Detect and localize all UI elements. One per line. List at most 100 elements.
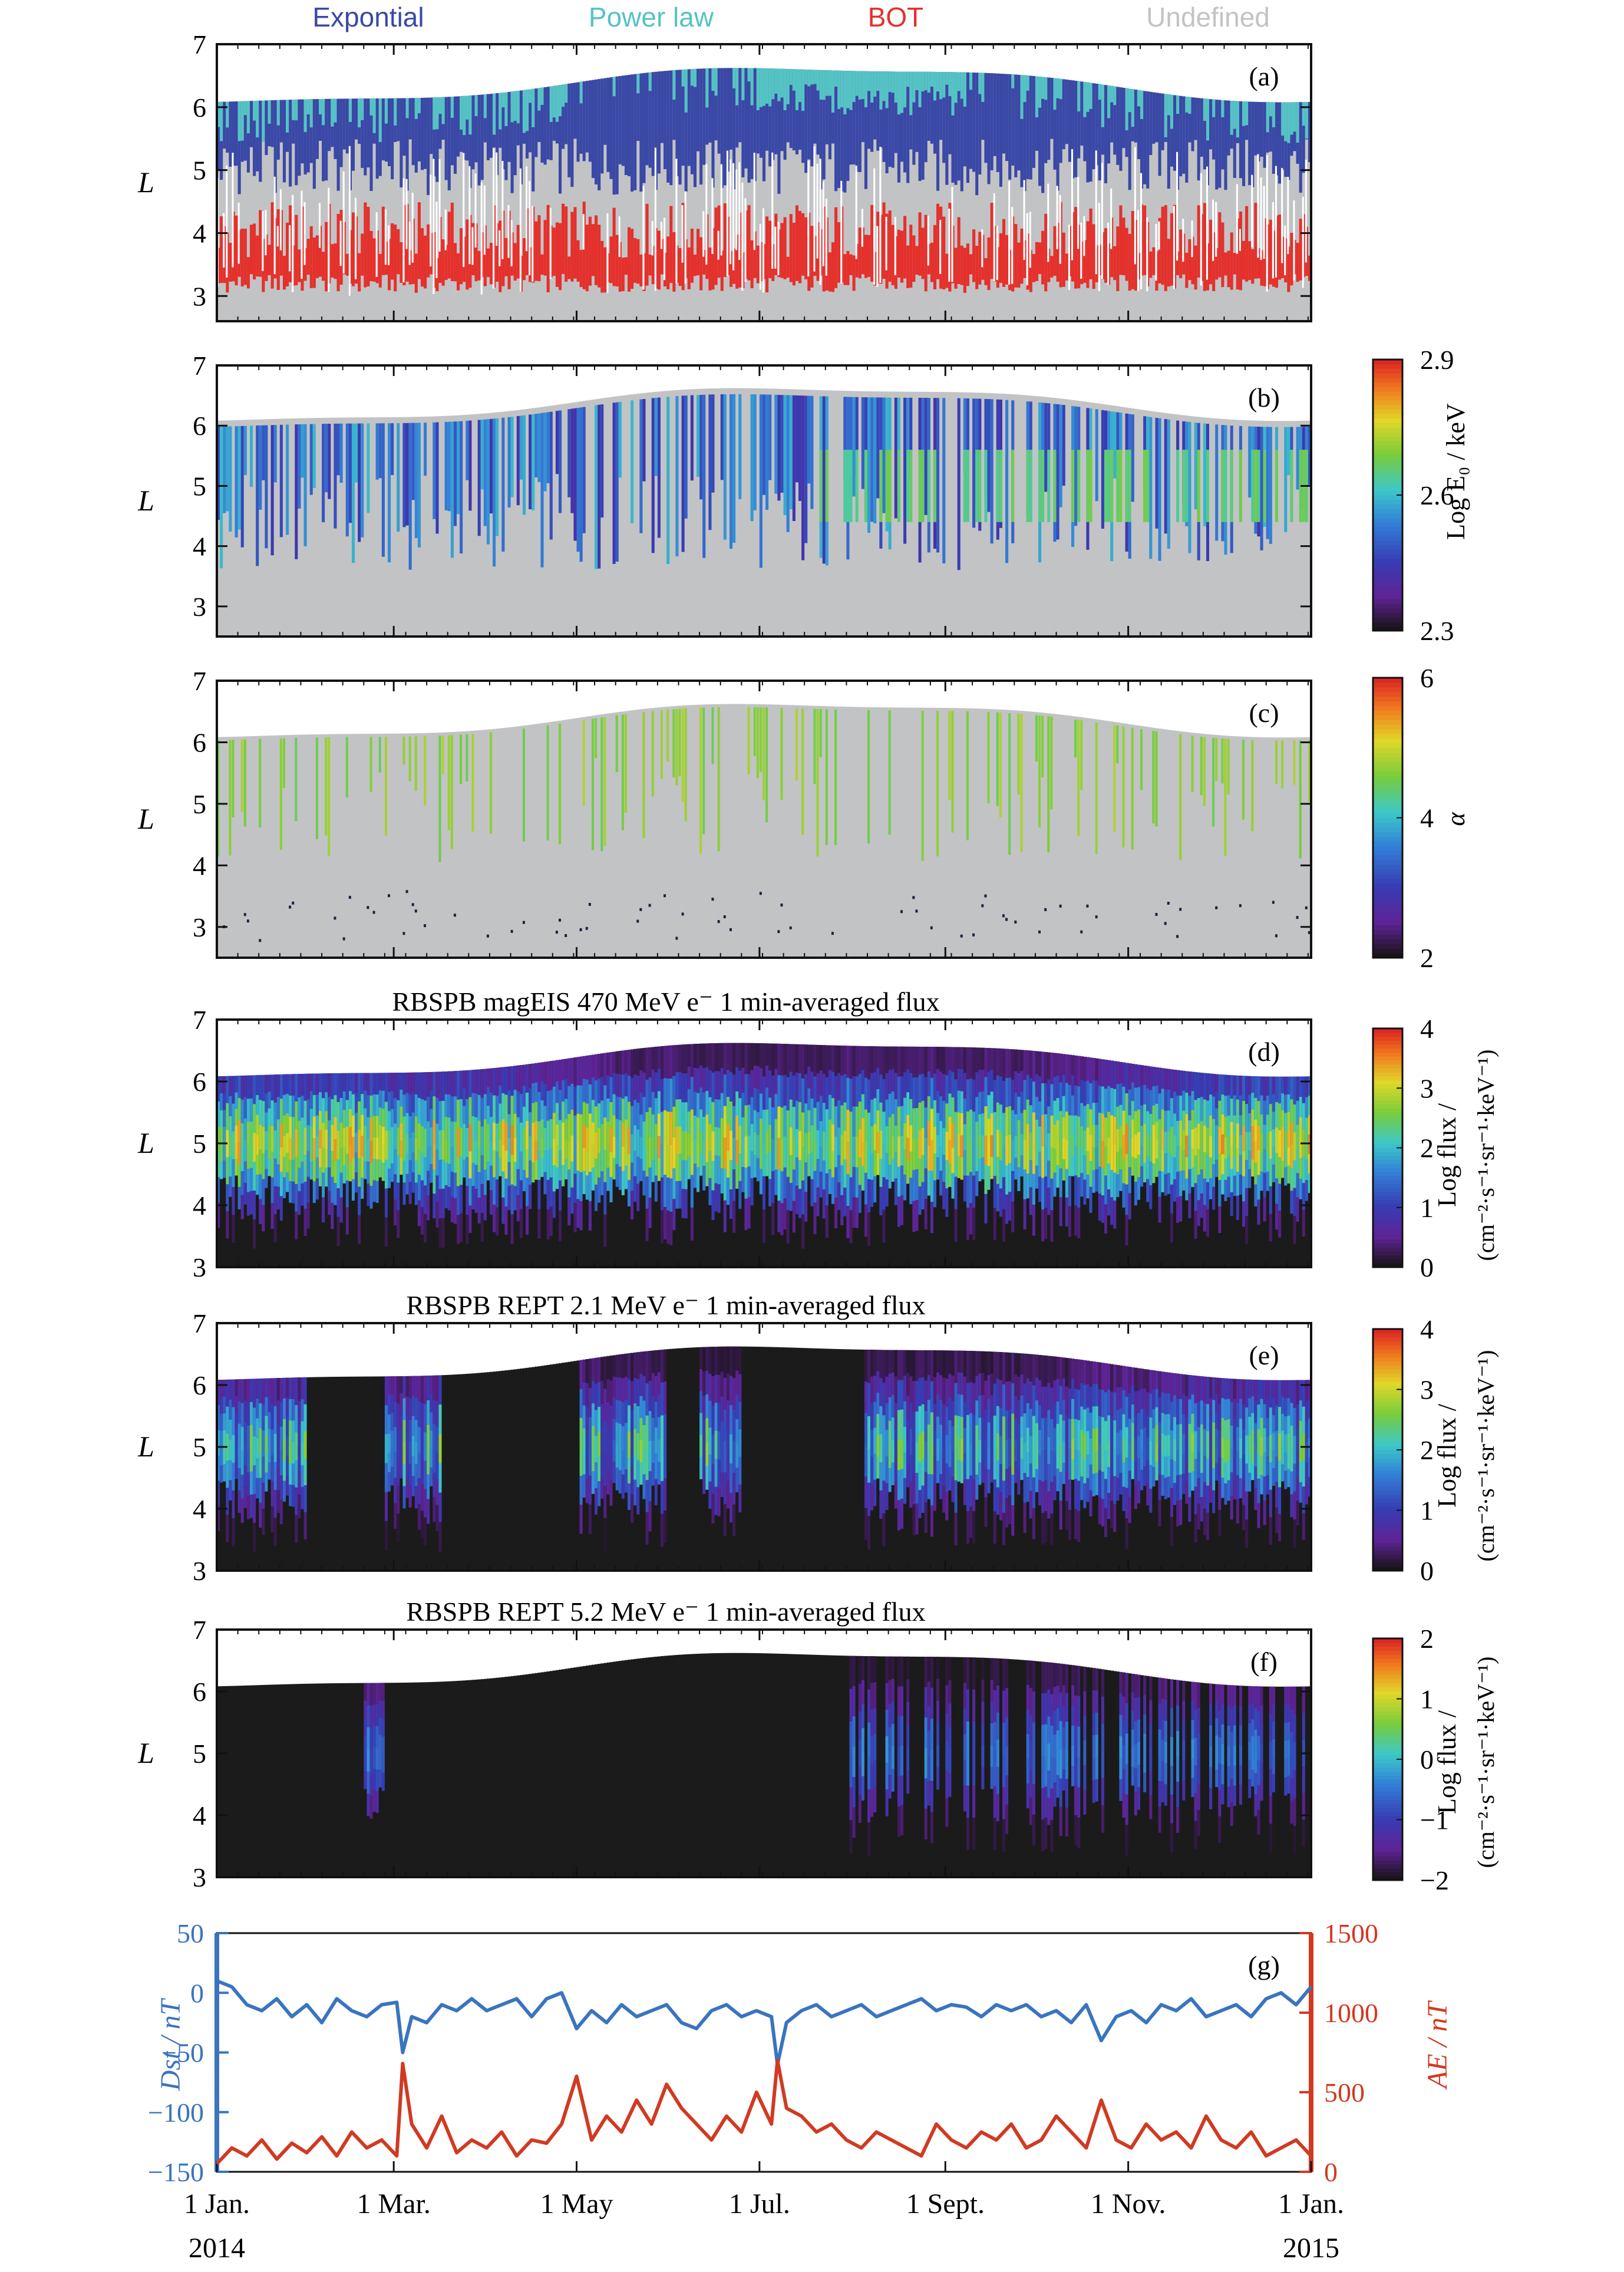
b-undefined-cell [1170,414,1174,637]
c-alpha-dot [1179,908,1182,911]
a-exp-cell [295,99,298,186]
y-tick-label-a-7: 7 [193,29,206,60]
c-alpha-cell [408,736,411,781]
a-exp-cell [573,83,577,139]
c-alpha-dot [789,926,792,929]
c-undefined-cell [984,708,988,958]
a-undefined-cell [532,88,535,321]
a-bot-cell [460,228,463,285]
d-flux-cell [384,1217,388,1247]
a-undefined-cell [1137,90,1141,321]
a-bot-cell [513,243,517,281]
b-undefined-cell [951,392,955,637]
b-e0-cell [753,394,757,510]
b-e0-cell [325,424,328,493]
c-alpha-cell [717,707,720,852]
a-undefined-cell [744,68,748,321]
a-exp-cell [1119,87,1123,171]
a-exp-cell [912,71,916,165]
c-alpha-cell [1224,738,1227,856]
a-exp-cell [828,70,832,160]
a-undefined-cell [1065,80,1069,321]
d-flux-cell [948,1093,952,1117]
d-flux-cell [588,1201,592,1231]
a-bot-cell [1260,250,1264,286]
a-undefined-cell [1035,76,1039,322]
d-flux-cell [534,1082,538,1103]
b-e0-cell-hi [879,450,883,522]
c-undefined-cell [1290,737,1294,958]
d-flux-cell [240,1076,245,1100]
a-bot-cell [1224,252,1228,276]
d-flux-cell [417,1072,421,1099]
d-flux-cell [501,1145,506,1172]
a-bot-cell [394,225,397,292]
c-alpha-cell [1050,717,1053,810]
c-alpha-cell [1047,716,1050,853]
a-bot-cell [600,240,604,293]
a-power-cell [750,68,754,105]
d-flux-cell [969,1203,973,1235]
d-flux-cell [507,1090,511,1115]
a-bot-cell [318,226,322,277]
d-flux-cell [930,1139,934,1172]
a-gap-cell [328,187,330,292]
a-bot-cell [660,239,664,275]
d-flux-cell [664,1206,667,1239]
a-exp-cell [933,71,937,154]
a-bot-cell [864,235,868,278]
c-alpha-cell [684,708,687,822]
d-flux-cell [600,1171,604,1195]
b-undefined-cell [789,389,793,637]
d-flux-cell [981,1157,985,1179]
a-exp-cell [345,98,349,154]
d-flux-cell [636,1156,640,1184]
c-alpha-dot [915,909,918,913]
d-flux-cell [990,1113,994,1136]
a-bot-cell [978,232,982,285]
c-undefined-cell [1110,721,1114,958]
d-flux-cell [256,1075,259,1096]
d-flux-cell [501,1067,506,1094]
a-bot-cell [1185,252,1189,288]
d-flux-cell [795,1185,799,1215]
a-bot-cell [486,248,490,278]
d-flux-cell [595,1106,598,1133]
a-undefined-cell [678,70,682,321]
a-bot-cell [669,206,673,283]
a-power-cell [906,71,910,87]
d-flux-cell [387,1149,391,1169]
c-undefined-cell [1050,713,1054,958]
b-e0-cell [861,397,865,489]
d-flux-cell [573,1173,577,1203]
c-undefined-cell [351,734,355,958]
a-power-cell [1038,76,1042,108]
a-gap-cell [948,209,950,282]
d-flux-cell [981,1047,985,1070]
d-flux-cell [223,1110,226,1127]
b-e0-cell [414,423,418,539]
a-bot-cell [870,205,874,282]
a-bot-cell [1236,218,1240,290]
b-e0-cell [435,422,440,534]
d-flux-cell [888,1164,892,1189]
a-power-cell [822,70,826,100]
c-alpha-dot [558,918,561,922]
d-flux-cell [273,1102,278,1131]
d-flux-cell [268,1159,272,1176]
d-flux-cell [1029,1132,1033,1160]
b-e0-cell-hi [1029,450,1033,522]
c-undefined-cell [1188,732,1192,958]
b-e0-cell [295,424,298,559]
d-flux-cell [220,1110,223,1128]
d-flux-cell [1014,1158,1018,1180]
d-flux-cell [714,1043,718,1072]
d-flux-cell [457,1157,460,1186]
d-flux-cell [358,1215,361,1244]
d-flux-cell [831,1125,835,1152]
d-flux-cell [411,1092,415,1113]
a-exp-cell [1218,100,1222,188]
b-e0-cell [378,423,382,479]
c-undefined-cell [1176,731,1180,958]
a-undefined-cell [636,74,640,321]
